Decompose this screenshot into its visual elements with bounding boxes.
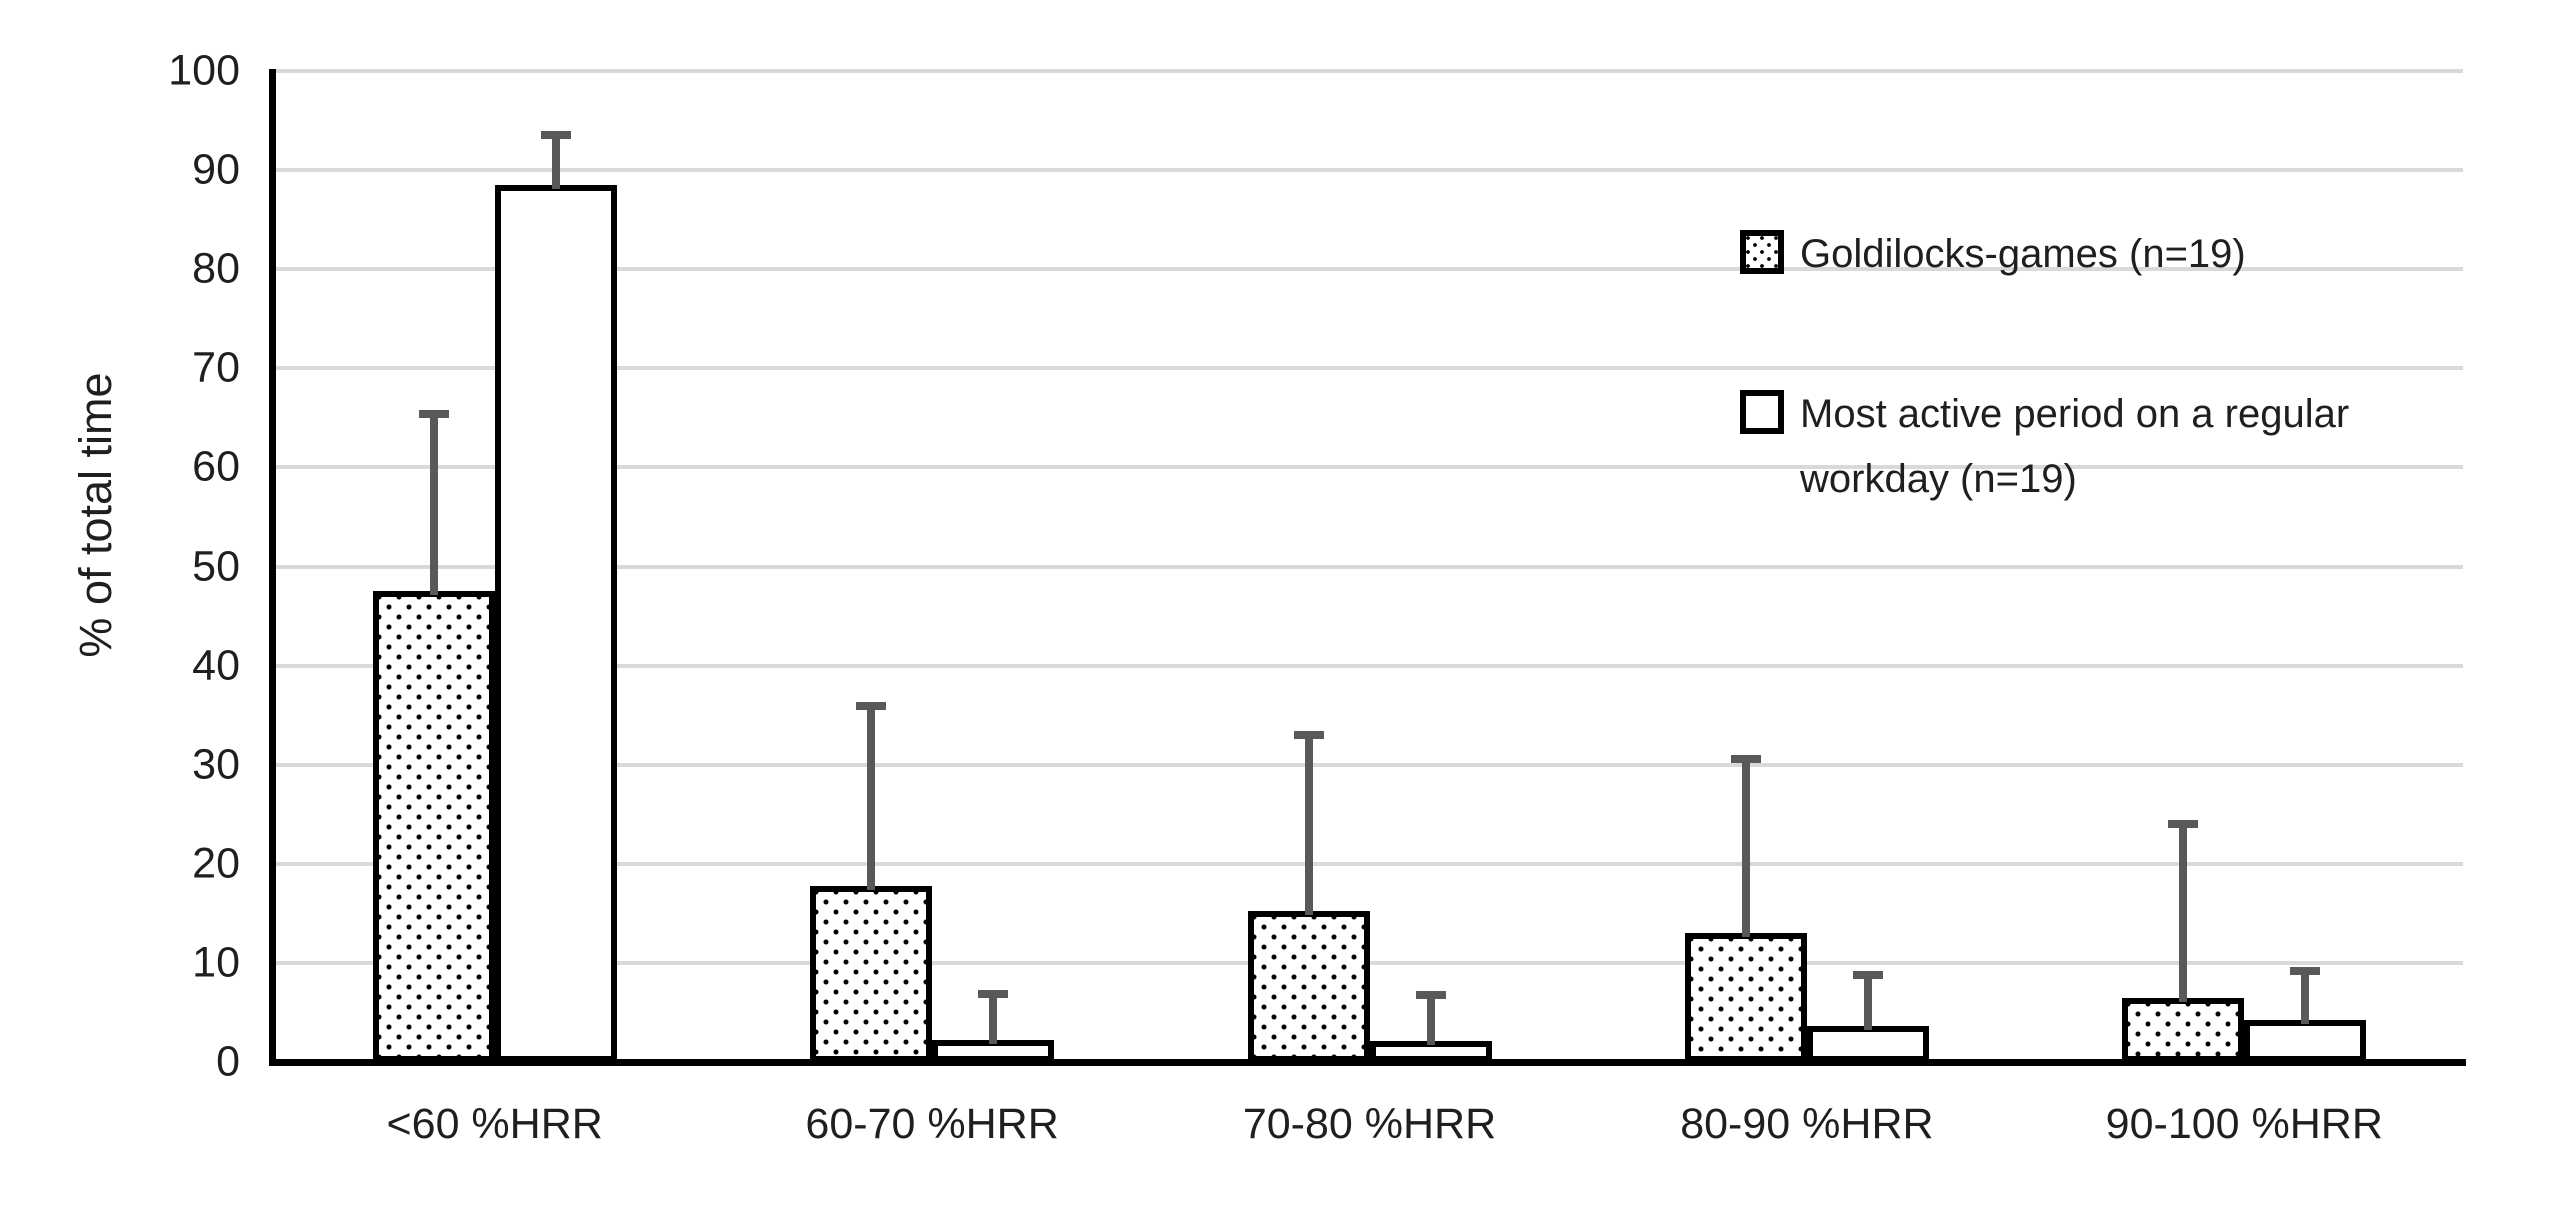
legend-swatch-dotted-pattern-icon xyxy=(1740,230,1784,274)
bar-goldilocks-2 xyxy=(1247,911,1370,1062)
error-bar-line-workday-0 xyxy=(551,137,560,189)
error-bar-cap-goldilocks-4 xyxy=(2168,820,2199,829)
error-bar-line-goldilocks-1 xyxy=(867,708,876,890)
y-tick-label: 90 xyxy=(192,145,240,194)
gridline xyxy=(276,366,2463,371)
error-bar-line-workday-1 xyxy=(989,995,998,1045)
x-category-label: <60 %HRR xyxy=(386,1100,603,1148)
bar-goldilocks-0 xyxy=(372,591,495,1062)
y-tick-label: 100 xyxy=(168,46,240,95)
error-bar-cap-goldilocks-2 xyxy=(1293,731,1324,740)
gridline xyxy=(276,465,2463,470)
y-tick-label: 0 xyxy=(216,1037,240,1086)
y-tick-label: 80 xyxy=(192,244,240,293)
error-bar-cap-workday-3 xyxy=(1852,970,1883,979)
gridline xyxy=(276,69,2463,73)
x-category-label: 90-100 %HRR xyxy=(2105,1100,2383,1148)
legend-label: Goldilocks-games (n=19) xyxy=(1800,232,2246,276)
plot-area xyxy=(276,71,2463,1062)
error-bar-line-workday-3 xyxy=(1863,976,1872,1031)
error-bar-cap-workday-2 xyxy=(1415,990,1446,999)
gridline xyxy=(276,168,2463,173)
y-tick-label: 70 xyxy=(192,343,240,392)
error-bar-line-goldilocks-3 xyxy=(1741,760,1750,938)
x-category-label: 80-90 %HRR xyxy=(1680,1100,1934,1148)
legend-swatch-white-icon xyxy=(1740,390,1784,434)
x-category-label: 60-70 %HRR xyxy=(805,1100,1059,1148)
error-bar-cap-workday-1 xyxy=(978,989,1009,998)
y-tick-label: 20 xyxy=(192,839,240,888)
error-bar-cap-goldilocks-0 xyxy=(418,409,449,418)
bar-workday-0 xyxy=(494,184,617,1062)
error-bar-line-goldilocks-4 xyxy=(2179,826,2188,1002)
y-tick-label: 10 xyxy=(192,938,240,987)
bar-goldilocks-1 xyxy=(810,885,933,1062)
y-tick-label: 40 xyxy=(192,641,240,690)
bar-workday-3 xyxy=(1806,1026,1929,1062)
legend-label: Most active period on a regular workday … xyxy=(1800,392,2350,501)
error-bar-cap-workday-0 xyxy=(540,131,571,140)
y-axis-line xyxy=(269,69,276,1066)
gridline xyxy=(276,762,2463,767)
error-bar-cap-goldilocks-3 xyxy=(1730,754,1761,763)
y-tick-label: 50 xyxy=(192,542,240,590)
legend-entry-most-active-period: Most active period on a regular workday … xyxy=(1740,382,2480,512)
gridline xyxy=(276,564,2463,569)
error-bar-cap-goldilocks-1 xyxy=(856,702,887,711)
bar-goldilocks-3 xyxy=(1684,933,1807,1062)
gridline xyxy=(276,861,2463,866)
legend-entry-goldilocks-games: Goldilocks-games (n=19) xyxy=(1740,222,2246,287)
error-bar-line-goldilocks-2 xyxy=(1304,737,1313,916)
y-tick-label: 60 xyxy=(192,442,240,491)
y-tick-label: 30 xyxy=(192,740,240,789)
x-axis-line xyxy=(269,1059,2466,1066)
bar-goldilocks-4 xyxy=(2122,997,2245,1062)
gridline xyxy=(276,960,2463,965)
x-category-label: 70-80 %HRR xyxy=(1242,1100,1497,1148)
bar-workday-4 xyxy=(2244,1020,2367,1062)
error-bar-line-workday-4 xyxy=(2301,972,2310,1025)
gridline xyxy=(276,663,2463,668)
error-bar-cap-workday-4 xyxy=(2290,966,2321,975)
gridline xyxy=(276,267,2463,272)
error-bar-line-workday-2 xyxy=(1426,996,1435,1046)
y-axis-title: % of total time xyxy=(70,372,121,658)
error-bar-line-goldilocks-0 xyxy=(429,415,438,596)
